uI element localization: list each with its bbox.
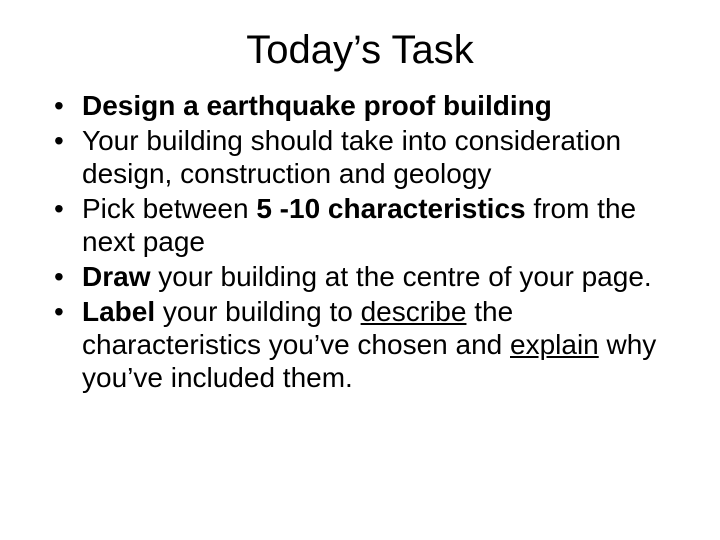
bullet-text-span: Draw <box>82 261 158 292</box>
bullet-text-span: your building to <box>163 296 361 327</box>
bullet-text-span: Pick between <box>82 193 256 224</box>
bullet-item: Pick between 5 -10 characteristics from … <box>82 192 692 258</box>
bullet-item: Label your building to describe the char… <box>82 295 692 394</box>
bullet-item: Draw your building at the centre of your… <box>82 260 692 293</box>
bullet-text-span: your building at the centre of your page… <box>158 261 651 292</box>
bullet-text-span: Design a earthquake proof building <box>82 90 552 121</box>
bullet-text-span: Your building should take into considera… <box>82 125 621 189</box>
bullet-text-span: 5 -10 characteristics <box>256 193 533 224</box>
bullet-item: Your building should take into considera… <box>82 124 692 190</box>
slide: Today’s Task Design a earthquake proof b… <box>0 0 720 540</box>
bullet-list: Design a earthquake proof building Your b… <box>28 89 692 394</box>
bullet-text-span: explain <box>510 329 599 360</box>
slide-title: Today’s Task <box>28 28 692 73</box>
bullet-item: Design a earthquake proof building <box>82 89 692 122</box>
bullet-text-span: describe <box>361 296 467 327</box>
bullet-text-span: Label <box>82 296 163 327</box>
